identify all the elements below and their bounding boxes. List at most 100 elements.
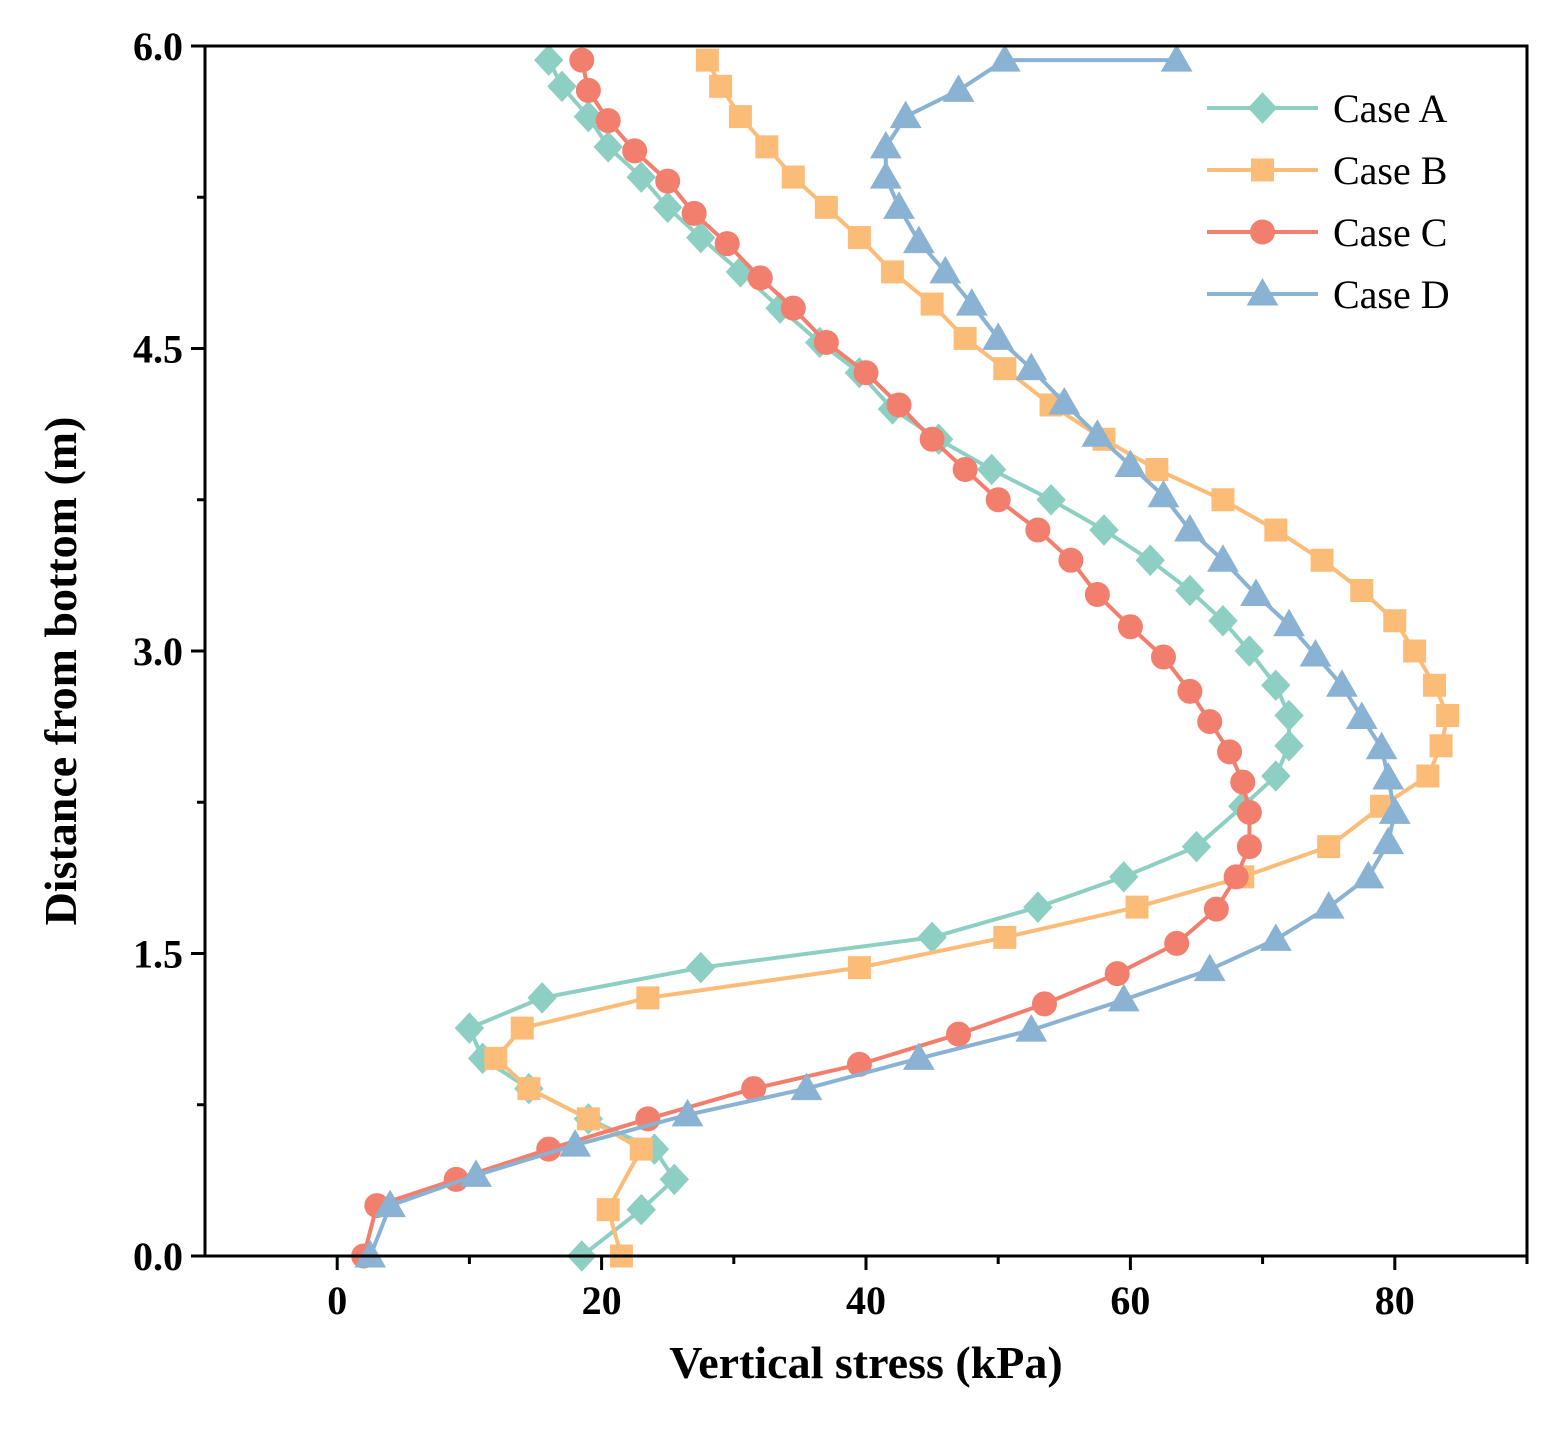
data-point [1104,961,1130,987]
data-point [1383,609,1407,633]
data-point [1015,352,1048,381]
data-point [1236,799,1262,825]
data-point [534,44,564,76]
data-point [1135,544,1165,576]
data-point [1117,614,1143,640]
data-point [1147,479,1180,508]
data-point [626,161,656,193]
data-point [569,47,595,73]
data-point [1416,764,1440,788]
data-point [847,226,871,250]
data-point [1264,518,1288,542]
ticks-layer: 0 20 40 60 80 0.0 1.5 3.0 4.5 6.0 [133,24,1529,1323]
data-point [596,1198,620,1222]
y-tick-label: 1.5 [133,932,183,977]
data-point [813,329,839,355]
data-point [755,135,779,159]
data-point [1261,760,1291,792]
data-point [1234,635,1265,667]
series-layer [351,44,1460,1272]
data-point [1350,579,1374,602]
data-point [1372,762,1405,790]
data-point [659,1163,689,1196]
legend-label: Case C [1333,210,1447,255]
legend-item: Case B [1207,148,1447,193]
data-point [1274,699,1304,732]
data-point [1025,517,1051,543]
data-point [1378,796,1411,824]
data-point [1036,484,1066,516]
data-point [1175,574,1205,607]
data-point [853,360,879,386]
data-point [695,48,719,72]
data-point [955,288,988,316]
data-point [1299,639,1332,667]
legend-item: Case A [1207,86,1448,131]
data-point [886,392,912,418]
y-tick-label: 6.0 [133,24,183,69]
data-point [917,921,947,954]
data-point [814,195,838,219]
data-point [1345,701,1378,730]
data-point [1230,769,1256,795]
data-point [1217,739,1243,765]
legend: Case A Case B Case C Case D [1207,86,1450,317]
data-point [1261,669,1291,702]
data-point [847,956,871,980]
data-point [1274,730,1304,762]
data-point [952,457,978,482]
series-case-d [354,44,1411,1268]
y-tick-label: 3.0 [133,629,183,674]
data-point [595,108,621,134]
legend-label: Case A [1333,86,1448,131]
data-point [728,105,752,129]
data-point [1015,1014,1048,1042]
data-point [903,225,935,254]
data-point [671,1098,704,1127]
data-point [1259,923,1292,951]
data-point [1236,834,1262,860]
data-point [889,100,922,129]
data-point [790,1072,823,1101]
data-point [780,295,806,321]
data-point [510,1016,534,1040]
series-line [368,58,1397,1257]
data-point [1081,419,1114,447]
x-tick-label: 40 [846,1278,886,1323]
data-point [653,191,683,224]
data-point [527,982,557,1014]
data-point [1114,449,1147,477]
data-point [484,1046,508,1070]
data-point [1273,608,1305,637]
data-point [1365,731,1398,760]
y-tick-label: 4.5 [133,327,183,372]
data-point [993,925,1017,949]
data-point [1207,544,1239,572]
data-point [1048,386,1081,415]
data-point [573,100,604,133]
data-point [946,1021,972,1047]
data-point [1160,44,1193,72]
data-point [1240,578,1272,607]
x-tick-label: 60 [1110,1278,1150,1323]
data-point [629,1137,653,1161]
data-point [454,1012,485,1044]
x-tick-label: 0 [327,1278,347,1323]
data-point [869,161,902,189]
legend-swatch-marker [1247,92,1278,124]
data-point [1145,458,1169,481]
data-point [517,1077,541,1101]
data-point [869,130,902,159]
data-point [1317,835,1341,859]
data-point [460,1159,492,1187]
legend-label: Case B [1333,148,1447,193]
data-point [1031,991,1057,1017]
data-point [1197,709,1223,735]
legend-item: Case C [1207,210,1447,255]
data-point [1164,930,1190,956]
data-point [883,191,915,219]
data-point [1193,953,1226,982]
data-point [655,168,681,194]
data-point [622,138,648,164]
